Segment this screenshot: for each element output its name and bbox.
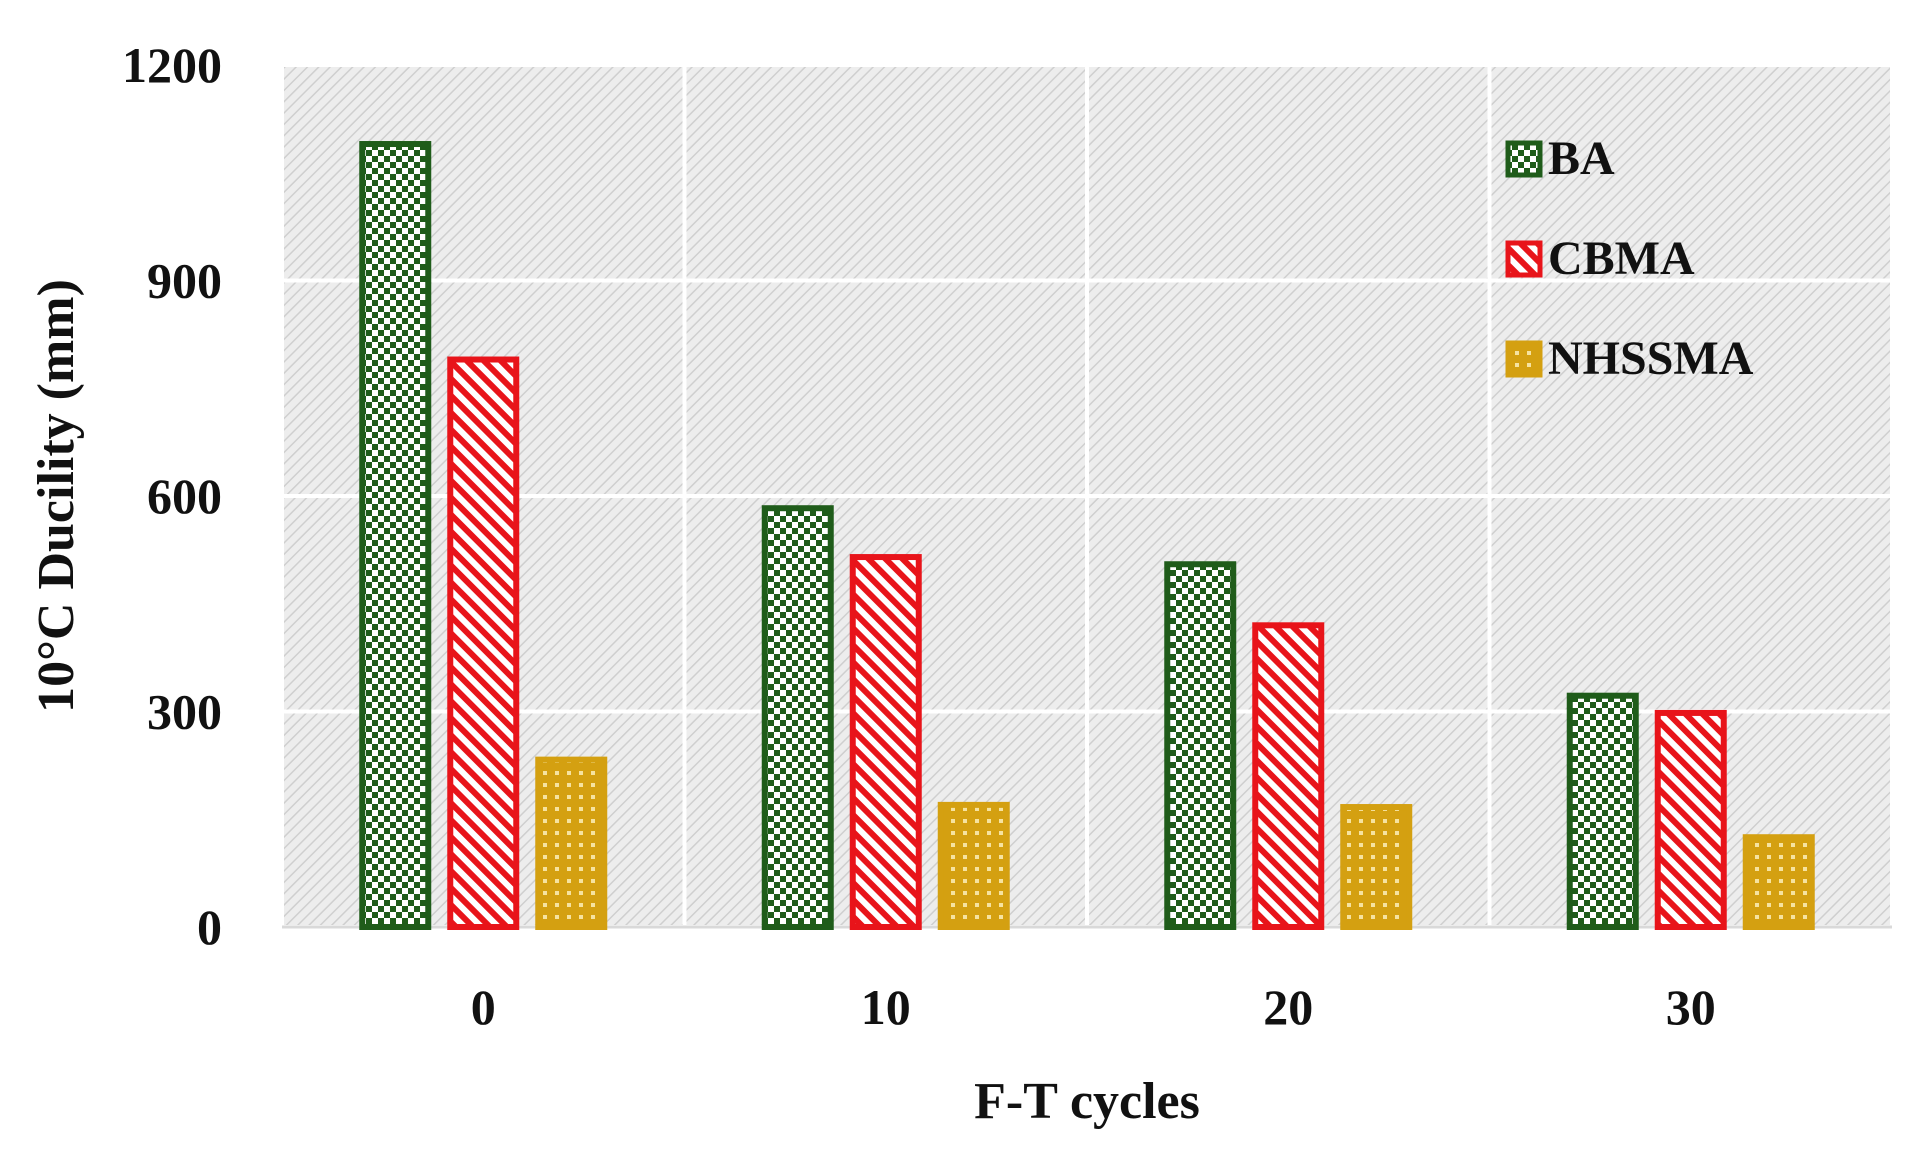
bar-cbma-20	[1252, 622, 1325, 930]
y-axis-ticks: 0 300 600 900 1200	[122, 37, 222, 955]
legend-swatch-cbma	[1505, 240, 1543, 278]
y-axis-title: 10°C Ducility (mm)	[28, 279, 85, 713]
y-tick-label-3: 900	[147, 253, 222, 309]
x-tick-label-1: 10	[861, 979, 911, 1035]
bar-cbma-30	[1654, 709, 1727, 930]
x-axis-title: F-T cycles	[974, 1073, 1200, 1130]
bar-ba-30	[1566, 692, 1639, 930]
bar-nhssma-0	[535, 756, 608, 931]
y-tick-label-1: 300	[147, 684, 222, 740]
y-tick-label-2: 600	[147, 468, 222, 524]
x-tick-label-3: 30	[1666, 979, 1716, 1035]
x-tick-label-0: 0	[471, 979, 496, 1035]
bar-nhssma-20	[1340, 804, 1413, 930]
legend-swatch-nhssma	[1505, 340, 1543, 378]
x-tick-label-2: 20	[1263, 979, 1313, 1035]
bar-ba-10	[761, 505, 834, 930]
y-tick-label-4: 1200	[122, 37, 222, 93]
legend-label-ba: BA	[1548, 132, 1615, 185]
legend-label-nhssma: NHSSMA	[1548, 332, 1754, 385]
legend-swatch-ba	[1505, 140, 1543, 178]
bar-ba-0	[359, 141, 432, 930]
bar-cbma-10	[849, 554, 922, 931]
bar-nhssma-30	[1742, 834, 1815, 930]
bar-nhssma-10	[937, 801, 1010, 931]
bar-ba-20	[1164, 561, 1237, 930]
x-axis-ticks: 0 10 20 30	[471, 979, 1716, 1035]
bars	[359, 141, 1815, 931]
legend-label-cbma: CBMA	[1548, 232, 1695, 285]
bar-cbma-0	[447, 356, 520, 930]
legend: BA CBMA NHSSMA	[1505, 132, 1754, 385]
y-tick-label-0: 0	[197, 899, 222, 955]
